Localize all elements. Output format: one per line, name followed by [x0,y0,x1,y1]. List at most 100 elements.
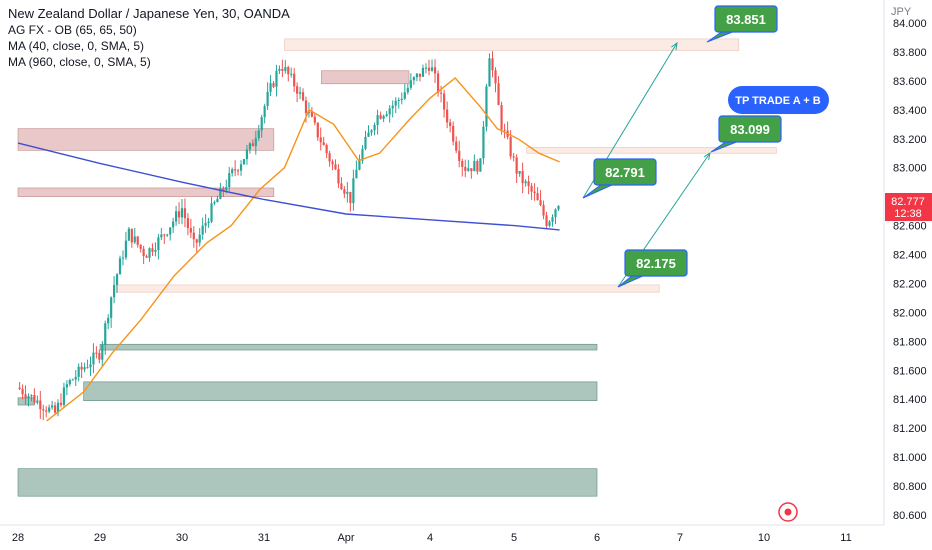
candles-layer [18,51,560,421]
candle-bull [421,67,425,77]
candle-bear [349,191,352,204]
indicator-ma-40[interactable]: MA (40, close, 0, SMA, 5) [8,39,145,53]
price-tick-label: 81.000 [893,452,927,464]
candle-bear [337,169,340,184]
candle-bull [110,297,113,318]
candle-bull [394,100,397,106]
candle-bull [27,396,30,399]
price-tick-label: 80.600 [893,510,927,522]
candle-bear [539,200,542,206]
candle-bear [222,188,225,191]
candle-bull [213,202,216,204]
candle-bull [284,67,287,71]
moving-averages [17,77,560,422]
candle-bear [189,228,192,233]
candle-bull [485,86,488,127]
candle-bull [219,188,222,199]
symbol-title[interactable]: New Zealand Dollar / Japanese Yen, 30, O… [8,6,290,21]
candle-bear [476,161,479,172]
time-tick-label: 6 [594,532,600,544]
candle-bull [65,384,68,388]
candle-bear [439,92,443,94]
candle-bear [530,185,533,192]
candle-bear [296,86,299,94]
candle-bear [234,169,237,171]
candle-bull [391,105,394,109]
target-price-label: 82.791 [605,165,645,180]
zones-layer [17,38,777,497]
candle-bear [195,239,198,243]
candle-bull [207,221,210,224]
candle-bull [198,234,201,243]
candle-bull [518,171,521,174]
candle-bull [101,345,104,360]
tp-trade-label: TP TRADE A + B [735,95,821,107]
price-tick-label: 84.000 [893,18,927,30]
candle-bull [169,227,172,235]
candle-bull [166,234,169,236]
indicator-ag-fx[interactable]: AG FX - OB (65, 65, 50) [8,23,137,37]
record-icon[interactable] [778,502,798,522]
candle-bear [491,58,494,71]
indicator-ma-960[interactable]: MA (960, close, 0, SMA, 5) [8,55,151,69]
candle-bull [51,405,54,408]
candle-bull [406,87,409,93]
price-tick-label: 83.200 [893,134,927,146]
candle-bear [42,409,45,411]
candle-bull [352,178,355,204]
time-tick-label: 31 [258,532,270,544]
time-scale[interactable]: 28 29 30 31 Apr 4 5 6 7 10 11 [12,532,852,544]
price-tick-label: 83.600 [893,76,927,88]
candle-bull [71,379,74,381]
candle-bear [331,161,334,165]
candle-bull [228,173,231,188]
candle-bull [397,100,400,102]
candle-bear [319,137,322,143]
candle-bear [130,228,133,243]
candle-bull [124,240,128,258]
candle-bull [266,91,269,107]
candle-bull [210,203,213,222]
candle-bear [39,400,42,410]
candle-bear [313,116,316,123]
candle-bear [470,168,473,172]
time-tick-label: Apr [337,532,354,544]
time-tick-label: 4 [427,532,433,544]
supply-zone [17,128,275,151]
candle-bull [62,387,66,405]
candle-bear [503,129,506,131]
candle-bull [36,400,39,403]
supply-zone [321,70,410,85]
candle-bull [77,366,80,377]
candle-bear [33,395,36,403]
candle-bear [512,156,515,158]
current-price-label: 82.777 12:38 [885,193,932,221]
candle-bear [379,115,382,119]
candle-bear [177,211,181,218]
candle-bull [275,70,278,87]
candle-bear [192,232,195,240]
time-tick-label: 10 [758,532,770,544]
candle-bull [376,115,379,126]
candle-bear [449,122,452,127]
candle-bull [385,114,388,117]
candle-bear [527,181,530,186]
candle-bull [554,209,557,218]
candle-bull [172,221,175,228]
candle-bear [446,109,449,123]
candle-bear [418,73,422,77]
candle-bear [515,157,518,174]
price-tick-label: 83.000 [893,163,927,175]
candle-bull [157,237,160,250]
candle-bear [545,215,548,226]
candle-bull [290,73,293,75]
candle-bear [18,387,21,389]
candle-bull [370,130,373,133]
entry-82791-box [593,158,657,186]
target-82175-box [624,249,688,277]
target-83851-box [714,5,778,33]
price-scale[interactable]: 84.00083.80083.60083.40083.20083.00082.8… [893,18,927,522]
target-arrow-head [671,41,678,50]
candle-bull [74,376,77,380]
